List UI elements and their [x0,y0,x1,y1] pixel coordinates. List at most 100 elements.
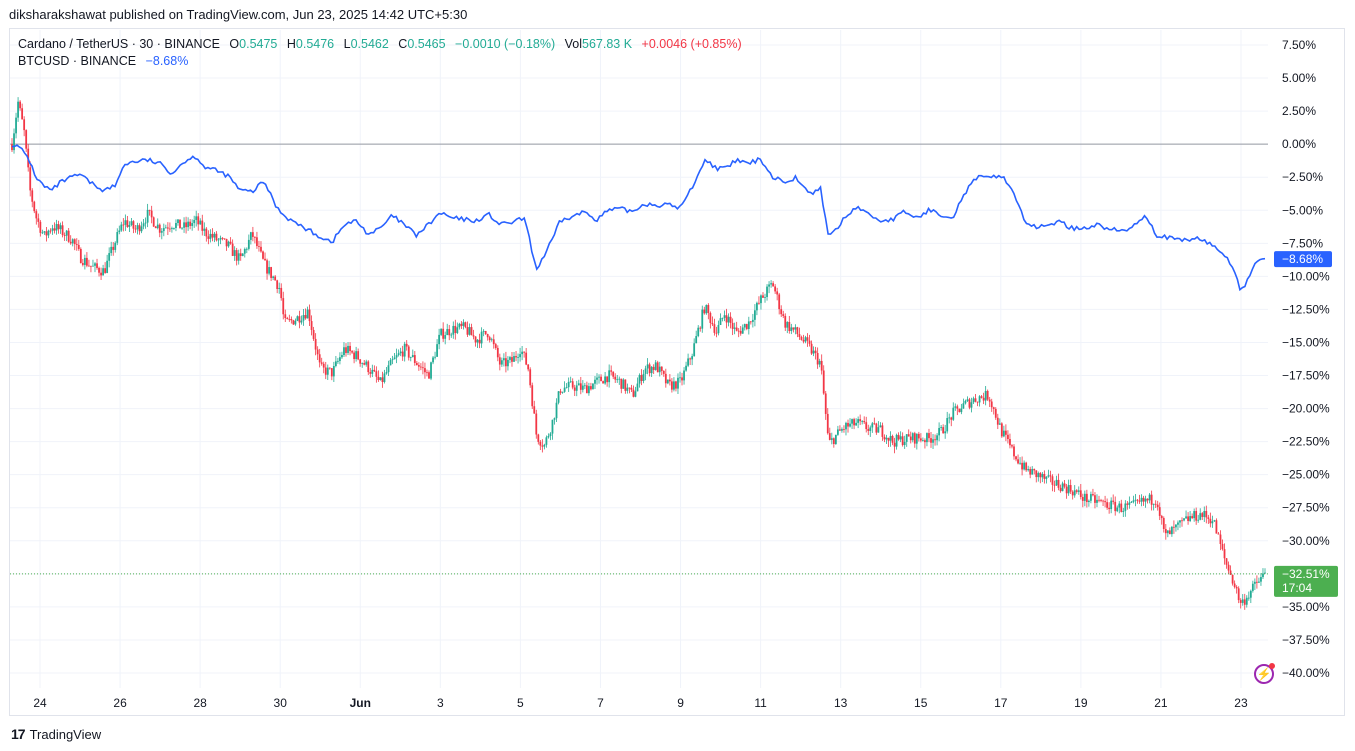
candle-body [677,377,679,389]
candle-body [61,225,64,236]
candle-body [958,408,961,413]
x-tick-label: 3 [437,696,444,710]
candle-body [1209,518,1212,524]
candle-body [792,327,795,330]
compare-value: −8.68% [145,54,189,68]
candle-body [569,381,572,383]
candle-body [1027,469,1030,471]
candle-body [1183,518,1185,521]
candle-body [381,377,384,382]
candle-body [1063,483,1066,487]
candle-body [492,339,495,345]
candle-body [1217,533,1220,535]
candle-body [632,389,635,397]
candle-body [889,435,892,441]
candle-body [668,379,671,382]
x-axis[interactable]: 24 26 28 30 Jun 3 5 7 9 11 13 15 17 19 21 23 [33,696,1248,710]
main-legend-row[interactable]: Cardano / TetherUS · 30 · BINANCE O0.547… [18,36,742,53]
candle-body [644,368,647,374]
candle-body [946,418,949,432]
candle-body [31,190,34,202]
candle-body [65,230,68,236]
candle-body [158,224,161,233]
candle-body [1168,530,1171,535]
lightning-icon[interactable]: ⚡ [1254,663,1275,684]
candle-body [630,387,633,390]
candle-body [590,386,592,390]
candle-body [926,433,928,443]
candle-body [262,251,264,259]
compare-symbol[interactable]: BTCUSD · BINANCE [18,54,137,68]
y-tick-label: −35.00% [1282,600,1330,614]
candle-body [600,376,602,382]
candle-body [1002,430,1005,437]
candle-body [907,434,910,437]
candle-body [373,369,376,372]
candle-body [1043,473,1046,479]
candle-body [1247,597,1250,599]
candle-body [814,350,817,354]
candle-body [83,257,86,265]
candle-body [288,319,291,320]
candle-body [1055,479,1058,486]
candle-body [893,442,896,447]
candle-body [217,239,220,241]
candle-body [745,324,748,329]
candle-body [1071,491,1074,496]
candle-body [106,260,109,273]
candle-body [177,219,179,224]
candle-body [529,369,532,386]
candle-body [519,354,521,358]
candle-body [764,297,766,298]
candle-body [585,385,588,394]
tradingview-footer[interactable]: 17 TradingView [11,726,101,742]
candle-body [150,210,153,218]
candle-body [741,327,744,334]
candle-body [954,406,957,408]
candle-body [395,355,398,358]
candle-body [879,425,882,428]
candle-body [1023,462,1026,470]
candle-body [1057,479,1060,488]
candle-body [187,221,190,228]
candle-body [616,379,619,381]
candle-body [691,356,694,360]
compare-legend-row[interactable]: BTCUSD · BINANCE −8.68% [18,53,742,70]
candle-body [203,228,206,231]
candle-body [596,377,598,380]
candle-body [436,344,438,357]
candle-body [573,387,576,391]
candle-body [990,401,993,408]
candle-body [399,351,402,354]
candle-body [612,371,615,377]
candle-body [207,236,210,239]
candle-body [1231,574,1234,584]
high-label: H [286,37,296,51]
candle-body [326,367,329,375]
candle-body [397,353,400,356]
y-tick-label: 0.00% [1282,137,1316,151]
candle-body [843,429,845,430]
candle-body [940,427,943,428]
candle-body [673,381,675,390]
candle-body [839,429,841,431]
candle-body [561,391,564,393]
candle-body [462,322,465,326]
candle-body [964,400,967,404]
chart-frame [9,28,1345,716]
candle-body [1017,459,1019,464]
main-symbol[interactable]: Cardano / TetherUS · 30 · BINANCE [18,37,220,51]
candle-body [136,225,139,230]
y-tick-label: −5.00% [1282,203,1323,217]
candle-body [1237,588,1240,601]
candle-body [899,436,902,440]
candle-body [191,223,194,226]
candle-body [29,167,32,191]
candle-body [1185,516,1187,519]
candle-body [944,431,947,434]
candle-body [1004,430,1007,435]
candle-body [318,354,321,363]
candle-body [646,364,649,369]
candle-body [598,376,600,378]
